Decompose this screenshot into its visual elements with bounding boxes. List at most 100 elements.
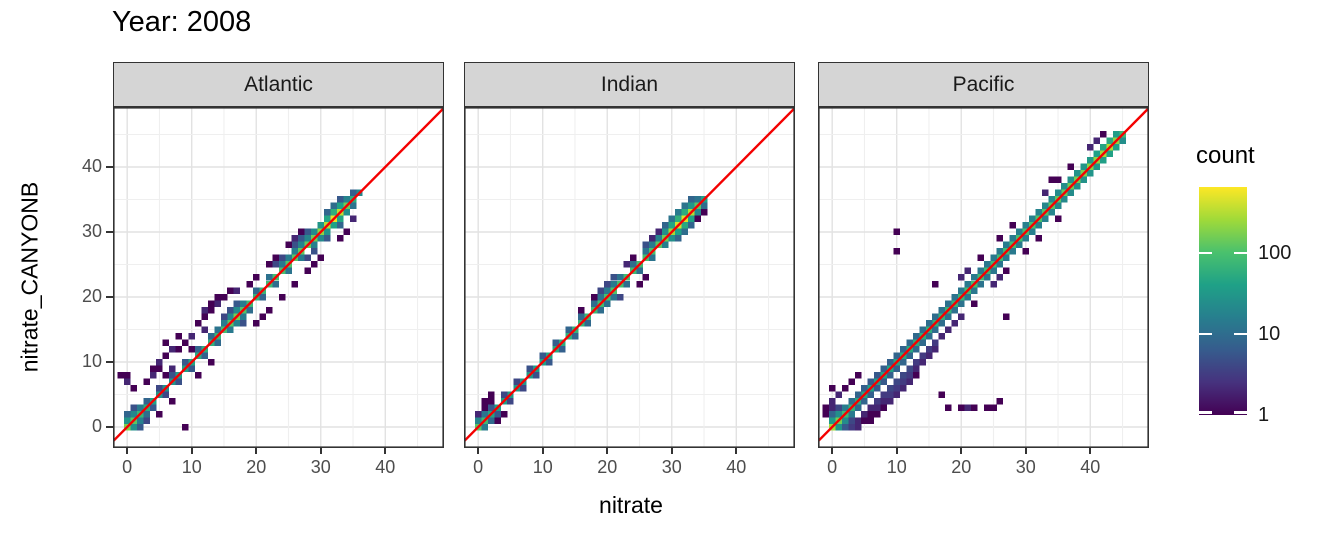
bin [662, 222, 669, 229]
y-tick [106, 296, 113, 298]
facet-strip-indian: Indian [464, 62, 795, 107]
bin [130, 410, 137, 418]
bin [841, 404, 849, 411]
bin [201, 313, 208, 320]
bin [1016, 228, 1023, 236]
bin [240, 319, 247, 327]
bin [336, 235, 344, 242]
x-tick [670, 448, 673, 454]
bin [1112, 144, 1120, 151]
bin [694, 215, 701, 223]
bin [642, 241, 650, 249]
bin [835, 423, 842, 431]
bin [246, 306, 254, 314]
x-tick [895, 448, 898, 454]
bin [1022, 235, 1029, 242]
x-tick [190, 448, 193, 454]
bin [285, 241, 292, 249]
bin [854, 391, 862, 398]
bin [893, 384, 900, 392]
bin [162, 371, 170, 379]
bin [545, 358, 553, 366]
bin [874, 410, 881, 418]
bin [662, 241, 669, 249]
bin [162, 352, 170, 359]
bin [343, 196, 350, 203]
bin [311, 261, 318, 268]
bin [201, 306, 208, 314]
bin [214, 339, 221, 346]
bin [1087, 144, 1094, 151]
bin [681, 228, 688, 236]
bin [117, 371, 124, 379]
bin [996, 235, 1004, 242]
bin [996, 248, 1004, 255]
bin [958, 404, 965, 411]
bin [887, 397, 894, 405]
bin [130, 404, 137, 411]
bin [668, 215, 675, 223]
y-tick [106, 166, 113, 168]
bin [655, 228, 663, 236]
bin [616, 274, 624, 281]
bin [169, 371, 176, 379]
bin [291, 241, 299, 249]
bin [481, 410, 488, 418]
bin [214, 300, 221, 307]
bin [584, 319, 592, 327]
bin [475, 417, 482, 424]
bin [1003, 254, 1010, 262]
bin [220, 293, 228, 301]
bin [317, 235, 324, 242]
bin [324, 235, 331, 242]
bin [977, 267, 984, 275]
bin [526, 365, 534, 372]
bin [1100, 144, 1107, 151]
bin [233, 287, 241, 294]
bin [336, 196, 344, 203]
bin [629, 261, 637, 268]
bin [124, 410, 131, 418]
bin [487, 391, 495, 398]
bin [675, 209, 682, 216]
bin [977, 280, 984, 288]
y-tick-label: 40 [81, 155, 102, 176]
bin [311, 228, 318, 236]
y-tick [106, 231, 113, 233]
bin [899, 358, 907, 366]
bin [983, 274, 991, 281]
bin [324, 228, 331, 236]
bin [311, 241, 318, 249]
bin [507, 397, 514, 405]
legend-tick-left [1199, 332, 1212, 336]
panel-atlantic [113, 107, 444, 448]
x-tick [477, 448, 479, 454]
bin [932, 326, 939, 333]
bin [642, 274, 650, 281]
bin [938, 319, 946, 327]
bin [162, 391, 170, 398]
bin [188, 332, 195, 340]
bin [259, 293, 266, 301]
bin [175, 332, 183, 340]
bin [1106, 150, 1113, 158]
bin [265, 306, 273, 314]
bin [143, 417, 150, 424]
bin [1074, 170, 1081, 177]
bin [156, 365, 163, 372]
bin [861, 417, 868, 424]
bin [1048, 209, 1055, 216]
bin [951, 319, 959, 327]
bin [1041, 189, 1049, 197]
bin [970, 300, 978, 307]
bin [919, 326, 926, 333]
y-tick-label: 30 [81, 220, 102, 241]
bin [655, 235, 663, 242]
bin [681, 222, 688, 229]
bin [906, 371, 913, 379]
bin [552, 339, 559, 346]
bin [990, 267, 997, 275]
bin [156, 358, 163, 366]
legend-title: count [1196, 142, 1255, 169]
identity-line [818, 107, 1149, 444]
